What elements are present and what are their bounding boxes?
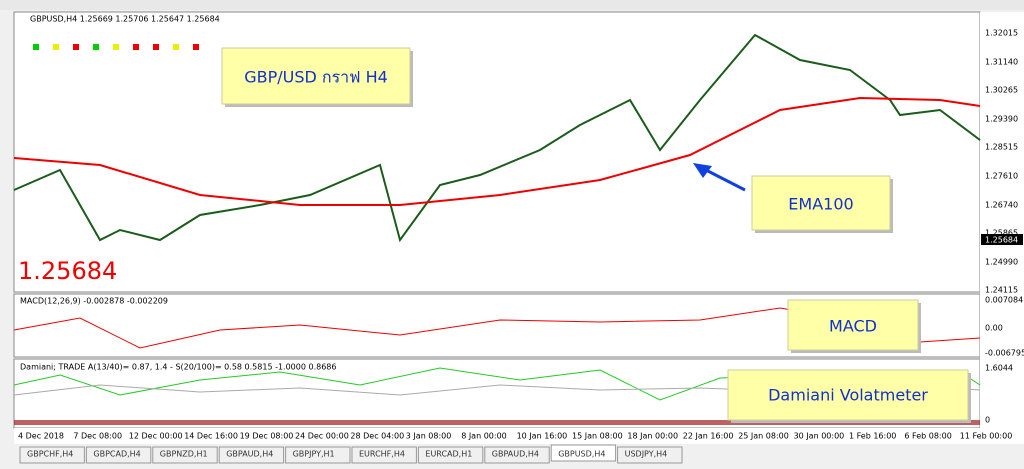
damiani-label: Damiani; TRADE A(13/40)= 0.87, 1.4 - S(2…	[20, 363, 337, 372]
time-label: 15 Jan 08:00	[572, 432, 623, 441]
damiani-bars	[14, 420, 980, 425]
macd-axis-label: 0.00	[985, 324, 1003, 333]
toolbar	[0, 0, 1024, 10]
tab[interactable]: GBPAUD,H4	[218, 446, 285, 464]
price-path	[13, 33, 981, 243]
tab-label: GBPNZD,H1	[160, 450, 208, 459]
macd-label: MACD(12,26,9) -0.002878 -0.002209	[20, 297, 168, 306]
time-label: 4 Dec 2018	[18, 432, 64, 441]
time-label: 14 Dec 16:00	[184, 432, 238, 441]
tab[interactable]: GBPJPY,H1	[285, 446, 351, 464]
current-price-box	[981, 234, 1023, 245]
tab[interactable]: GBPAUD,H4	[484, 446, 550, 464]
tab[interactable]: GBPUSD,H4	[550, 444, 617, 462]
title-note-box	[221, 47, 413, 107]
time-label: 28 Dec 04:00	[350, 432, 404, 441]
price-label: 1.27610	[985, 172, 1018, 181]
tab[interactable]: EURCAD,H1	[417, 446, 484, 464]
ema-line	[13, 96, 981, 206]
tab-bg	[617, 446, 683, 464]
time-label: 18 Jan 00:00	[627, 432, 678, 441]
time-label: 19 Dec 08:00	[240, 432, 294, 441]
time-label: 1 Feb 16:00	[849, 432, 896, 441]
tab-bg	[417, 446, 484, 464]
ema-note-box	[751, 175, 893, 233]
tab-bg	[351, 446, 417, 464]
macd-axis-label: 0.007084	[985, 296, 1023, 305]
price-label: 1.31140	[985, 58, 1018, 67]
price-label: 1.26740	[985, 201, 1018, 210]
price-label: 1.25865	[985, 229, 1018, 238]
tab-label: USDJPY,H4	[625, 450, 668, 459]
tab[interactable]: GBPCAD,H4	[85, 446, 152, 464]
tab-bg	[550, 444, 617, 462]
signal-squares	[33, 44, 199, 50]
time-label: 8 Jan 00:00	[461, 432, 507, 441]
tab-bg	[484, 446, 550, 464]
price-label: 1.29390	[985, 115, 1018, 124]
main-pane	[13, 11, 981, 293]
tab[interactable]: USDJPY,H4	[617, 446, 683, 464]
tab-label: GBPJPY,H1	[293, 450, 335, 459]
time-label: 24 Dec 00:00	[295, 432, 349, 441]
current-price: 1.25684	[985, 236, 1018, 245]
price-label: 1.24990	[985, 258, 1018, 267]
time-label: 25 Jan 08:00	[738, 432, 789, 441]
chart-header: GBPUSD,H4 1.25669 1.25706 1.25647 1.2568…	[30, 15, 220, 24]
tab-label: EURCAD,H1	[425, 450, 472, 459]
tab[interactable]: GBPCHF,H4	[19, 446, 85, 464]
time-label: 22 Jan 16:00	[683, 432, 734, 441]
price-label: 1.28515	[985, 143, 1018, 152]
damiani-note-box	[727, 369, 971, 423]
macd-axis-label: -0.006795	[985, 349, 1024, 358]
tab-label: EURCHF,H4	[359, 450, 405, 459]
price-label: 1.32015	[985, 29, 1018, 38]
macd-note-box	[787, 299, 921, 353]
time-label: 3 Jan 08:00	[406, 432, 452, 441]
tab-bg	[85, 446, 152, 464]
ema-arrow	[693, 163, 746, 192]
price-axis	[980, 12, 1024, 428]
macd-note: MACD	[829, 317, 877, 336]
tab-label: GBPAUD,H4	[226, 450, 273, 459]
big-price: 1.25684	[18, 257, 117, 285]
time-axis	[14, 428, 1024, 444]
title-note: GBP/USD กราฟ H4	[244, 68, 388, 87]
damiani-note: Damiani Volatmeter	[768, 386, 928, 405]
time-label: 7 Dec 08:00	[73, 432, 122, 441]
tab-label: GBPUSD,H4	[558, 450, 605, 459]
ema-note: EMA100	[788, 195, 853, 214]
damiani-axis-label: 1.6044	[985, 364, 1013, 373]
time-label: 10 Jan 16:00	[517, 432, 568, 441]
time-label: 6 Feb 08:00	[904, 432, 951, 441]
tab-bg	[218, 446, 285, 464]
tab-label: GBPAUD,H4	[492, 450, 539, 459]
time-label: 30 Jan 00:00	[794, 432, 845, 441]
tab[interactable]: EURCHF,H4	[351, 446, 417, 464]
damiani-axis-label: 0	[985, 416, 990, 425]
time-label: 12 Dec 00:00	[129, 432, 183, 441]
tab-bg	[285, 446, 351, 464]
price-label: 1.24115	[985, 286, 1018, 295]
tab-bg	[19, 446, 85, 464]
tab[interactable]: GBPNZD,H1	[152, 446, 218, 464]
time-label: 11 Feb 00:00	[960, 432, 1012, 441]
price-label: 1.30265	[985, 86, 1018, 95]
tab-bg	[152, 446, 218, 464]
tab-label: GBPCHF,H4	[27, 450, 73, 459]
tab-label: GBPCAD,H4	[93, 450, 140, 459]
